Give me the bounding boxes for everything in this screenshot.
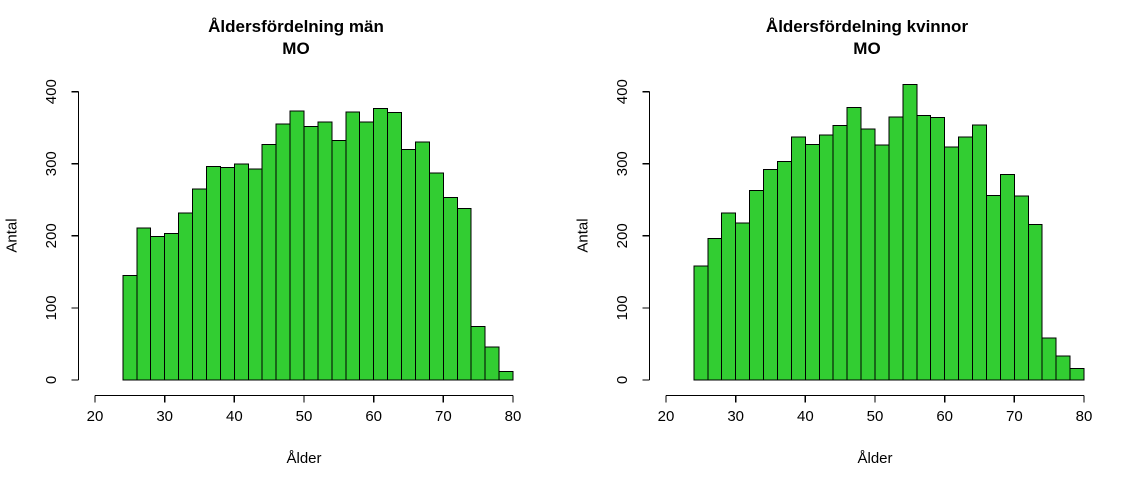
histogram-bar: [261, 143, 277, 381]
histogram-bar: [1041, 337, 1057, 381]
histogram-bar: [1027, 223, 1043, 381]
histogram-bar: [776, 161, 792, 381]
x-tick-label: 20: [658, 408, 675, 425]
histogram-bar: [289, 110, 305, 381]
histogram-bar: [999, 174, 1015, 381]
histogram-bar: [192, 188, 207, 381]
x-tick-label: 40: [797, 408, 814, 425]
histogram-women: Åldersfördelning kvinnor MO 0 100 200 300 40…: [571, 0, 1141, 491]
histogram-bar: [150, 236, 166, 381]
chart-title-block: Åldersfördelning män MO: [78, 16, 514, 60]
histogram-bar: [832, 125, 848, 381]
y-tick-label: 200: [614, 223, 631, 248]
y-tick-label: 0: [614, 376, 631, 384]
histogram-bar: [470, 326, 486, 381]
histogram-bar: [693, 265, 709, 381]
histogram-bar: [985, 194, 1001, 381]
histogram-bar: [164, 233, 180, 381]
histogram-bar: [902, 83, 918, 381]
x-tick-label: 40: [226, 408, 243, 425]
histogram-bar: [219, 166, 235, 381]
x-tick-label: 60: [936, 408, 953, 425]
histogram-bar: [401, 148, 416, 381]
y-tick-label: 400: [43, 79, 60, 104]
histogram-bar: [331, 140, 347, 381]
histogram-bar: [317, 121, 333, 381]
x-tick-label: 70: [1006, 408, 1023, 425]
histogram-bar: [944, 146, 960, 381]
histogram-bar: [874, 144, 890, 381]
histogram-bar: [484, 346, 500, 381]
histogram-bar: [136, 227, 152, 381]
histogram-bar: [707, 238, 723, 381]
histogram-bar: [790, 136, 806, 381]
chart-title: Åldersfördelning kvinnor: [765, 17, 969, 36]
histogram-bar: [387, 112, 403, 381]
histogram-bar: [763, 169, 778, 381]
histogram-bar: [888, 116, 904, 381]
x-tick-label: 80: [505, 408, 522, 425]
x-axis-label: Ålder: [286, 450, 322, 467]
x-axis-label: Ålder: [857, 450, 893, 467]
histogram-bar: [373, 107, 389, 381]
x-tick-label: 60: [365, 408, 382, 425]
y-tick-label: 100: [43, 295, 60, 320]
histogram-bar: [958, 136, 974, 381]
y-tick-label: 300: [43, 151, 60, 176]
histogram-women-plot: 0 100 200 300 400 20 30 40 50 60 70 80: [614, 79, 1093, 425]
chart-subtitle: MO: [853, 39, 881, 58]
y-tick-label: 100: [614, 295, 631, 320]
y-tick-label: 0: [43, 376, 60, 384]
x-tick-label: 20: [87, 408, 104, 425]
y-axis-label: Antal: [3, 218, 21, 253]
histogram-bar: [456, 207, 472, 381]
y-tick-label: 200: [43, 223, 60, 248]
histogram-bar: [122, 274, 138, 381]
histogram-bar: [930, 117, 946, 381]
chart-subtitle: MO: [282, 39, 310, 58]
x-tick-label: 30: [727, 408, 744, 425]
histogram-bar: [1013, 195, 1029, 381]
histogram-bar: [818, 134, 834, 381]
x-tick-label: 50: [296, 408, 313, 425]
x-tick-label: 70: [435, 408, 452, 425]
histogram-bar: [247, 168, 263, 381]
histogram-bar: [804, 143, 820, 381]
chart-title-block: Åldersfördelning kvinnor MO: [649, 16, 1085, 60]
x-tick-label: 80: [1076, 408, 1093, 425]
histogram-bar: [275, 123, 291, 381]
x-tick-label: 30: [156, 408, 173, 425]
histogram-bar: [345, 111, 361, 381]
histogram-bar: [233, 163, 249, 381]
histogram-bar: [498, 370, 514, 381]
histogram-bar: [749, 189, 765, 381]
histogram-bar: [303, 125, 319, 381]
y-axis-label: Antal: [574, 218, 592, 253]
histogram-bar: [735, 222, 751, 381]
histogram-bar: [721, 212, 737, 381]
histogram-men-plot: 0 100 200 300 400 20 30 40 50 60 70 80: [43, 79, 522, 425]
histogram-bar: [442, 197, 458, 381]
histogram-bar: [414, 141, 430, 381]
y-tick-label: 300: [614, 151, 631, 176]
histogram-bar: [860, 128, 876, 381]
histogram-men: Åldersfördelning män MO 0 100 200 300 400 20 3…: [0, 0, 570, 491]
x-tick-label: 50: [867, 408, 884, 425]
histogram-bar: [916, 114, 932, 381]
histogram-bar: [428, 172, 444, 381]
chart-title: Åldersfördelning män: [208, 17, 384, 36]
histogram-bar: [178, 212, 194, 381]
histogram-bar: [205, 166, 221, 381]
histogram-bar: [1069, 367, 1085, 381]
histogram-bar: [972, 124, 987, 381]
histogram-bar: [1055, 355, 1071, 381]
histogram-bar: [359, 121, 375, 381]
y-tick-label: 400: [614, 79, 631, 104]
histogram-bar: [846, 107, 862, 381]
